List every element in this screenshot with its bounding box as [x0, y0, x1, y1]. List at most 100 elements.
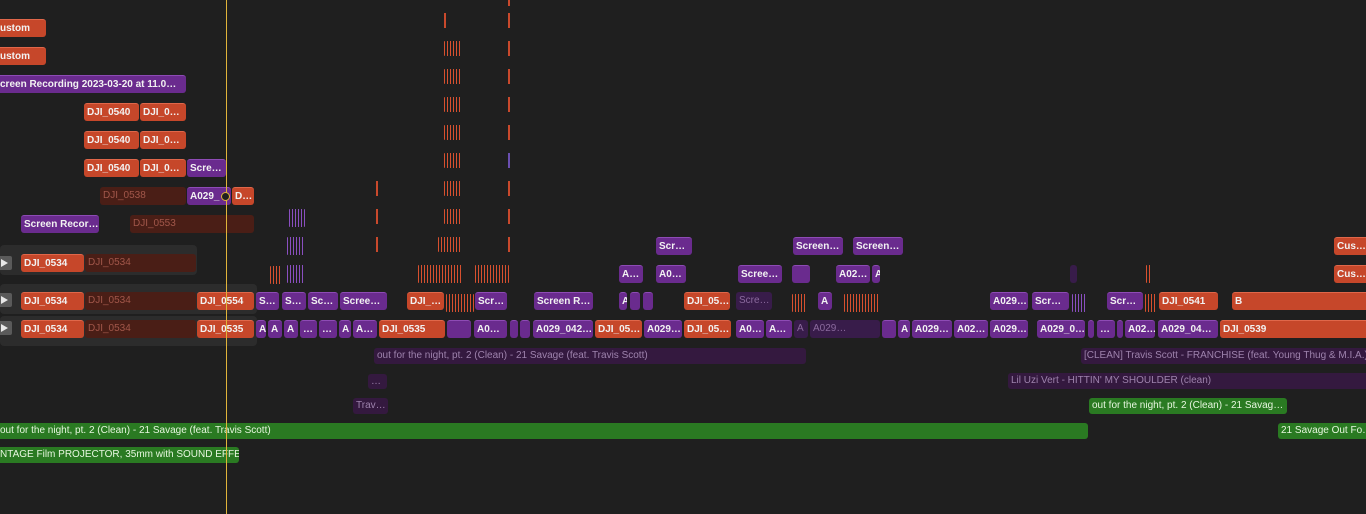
clip-screen-recording[interactable]: Screen…	[853, 237, 903, 255]
audio-clip-small[interactable]: …	[368, 374, 387, 389]
audio-clip-out-for-the-night[interactable]: out for the night, pt. 2 (Clean) - 21 Sa…	[374, 348, 806, 364]
clip-dji-0[interactable]: DJI_0…	[140, 159, 186, 177]
clip-screen-recording[interactable]: Scre…	[187, 159, 226, 177]
playhead-handle-icon[interactable]	[221, 192, 230, 201]
clip-dji[interactable]: DJI_05…	[684, 292, 730, 310]
clip-a029[interactable]: A029_042…	[533, 320, 593, 338]
clip-small[interactable]	[792, 265, 810, 283]
clip-a02[interactable]: A02…	[954, 320, 988, 338]
clip-dji-0553[interactable]: DJI_0553	[130, 215, 254, 233]
clip-dji[interactable]: DJI_…	[407, 292, 444, 310]
clip-a[interactable]: A…	[766, 320, 792, 338]
clip-custom[interactable]: ustom	[0, 19, 46, 37]
clip-a029[interactable]: A029…	[810, 320, 880, 338]
clip-dji-0540[interactable]: DJI_0540	[84, 103, 139, 121]
clip-dji-0[interactable]: DJI_0…	[140, 103, 186, 121]
clip-a029[interactable]: A029…	[912, 320, 952, 338]
clip-sliver[interactable]	[287, 237, 305, 255]
clip-dji-0534[interactable]: DJI_0534	[21, 292, 84, 310]
clip-screen-recording[interactable]: S…	[256, 292, 279, 310]
clip-dji-0535[interactable]: DJI_0535	[379, 320, 445, 338]
clip-dji-0534[interactable]: DJI_0534	[85, 292, 196, 310]
clip-screen-recording[interactable]: Screen R…	[534, 292, 593, 310]
clip-sliver[interactable]	[475, 265, 509, 283]
clip-dji[interactable]: DJI_05…	[684, 320, 731, 338]
clip-sliver[interactable]	[287, 265, 305, 283]
clip-dji[interactable]: DJI_05…	[595, 320, 642, 338]
clip-more[interactable]: …	[300, 320, 317, 338]
clip-a0[interactable]: A0…	[474, 320, 507, 338]
clip-dji-0534[interactable]: DJI_0534	[21, 320, 84, 338]
clip-a[interactable]: A	[268, 320, 282, 338]
clip-dji-0540[interactable]: DJI_0540	[84, 131, 139, 149]
clip-a[interactable]: A…	[353, 320, 377, 338]
clip-sliver[interactable]	[444, 41, 462, 56]
clip-a029[interactable]: A029…	[990, 320, 1028, 338]
audio-clip-film-projector[interactable]: NTAGE Film PROJECTOR, 35mm with SOUND EF…	[0, 447, 239, 463]
clip-screen-recording[interactable]: Screen…	[793, 237, 843, 255]
clip-screen-recording[interactable]: Scr…	[1107, 292, 1143, 310]
clip-a029[interactable]: A029_0…	[1037, 320, 1085, 338]
clip-a[interactable]: A…	[619, 265, 643, 283]
clip-dji[interactable]: D…	[232, 187, 254, 205]
clip-small[interactable]	[630, 292, 640, 310]
clip-small[interactable]	[520, 320, 530, 338]
clip-screen-recording[interactable]: Scree…	[340, 292, 387, 310]
clip-more[interactable]: …	[319, 320, 337, 338]
clip-screen-recording[interactable]: Scr…	[475, 292, 507, 310]
clip-dji-0540[interactable]: DJI_0540	[84, 159, 139, 177]
clip-sliver[interactable]	[444, 97, 462, 112]
clip-more[interactable]: …	[1097, 320, 1115, 338]
clip-dji-0538[interactable]: DJI_0538	[100, 187, 186, 205]
clip-a[interactable]: A	[872, 265, 880, 283]
clip-custom[interactable]: Cus…	[1334, 237, 1366, 255]
clip-sliver[interactable]	[444, 69, 462, 84]
clip-screen-recording[interactable]: creen Recording 2023-03-20 at 11.0…	[0, 75, 186, 93]
expand-toggle-icon[interactable]	[0, 256, 12, 270]
clip-small[interactable]	[1070, 265, 1077, 283]
clip-screen-recording[interactable]: Scre…	[736, 292, 772, 310]
clip-dji-0535[interactable]: DJI_0535	[197, 320, 254, 338]
clip-small[interactable]	[1117, 320, 1123, 338]
expand-toggle-icon[interactable]	[0, 321, 12, 335]
clip-sliver[interactable]	[792, 294, 806, 312]
clip-small[interactable]	[447, 320, 471, 338]
clip-custom[interactable]: Cus…	[1334, 265, 1366, 283]
clip-dji-0534[interactable]: DJI_0534	[85, 254, 196, 272]
audio-clip-hittin-my-shoulder[interactable]: Lil Uzi Vert - HITTIN' MY SHOULDER (clea…	[1008, 373, 1366, 389]
clip-a[interactable]: A	[898, 320, 910, 338]
clip-a0[interactable]: A0…	[736, 320, 764, 338]
clip-sliver[interactable]	[418, 265, 463, 283]
audio-clip-trav[interactable]: Trav…	[353, 398, 388, 414]
clip-dji-0554[interactable]: DJI_0554	[197, 292, 254, 310]
clip-a029[interactable]: A029_	[187, 187, 231, 205]
clip-a[interactable]: A	[339, 320, 351, 338]
clip-sliver[interactable]	[1145, 294, 1157, 312]
clip-a[interactable]: A	[619, 292, 627, 310]
clip-screen-recording[interactable]: Scr…	[656, 237, 692, 255]
clip-screen-recording[interactable]: Screen Recor…	[21, 215, 99, 233]
clip-screen-recording[interactable]: Scree…	[738, 265, 782, 283]
clip-sliver[interactable]	[844, 294, 880, 312]
audio-clip-franchise[interactable]: [CLEAN] Travis Scott - FRANCHISE (feat. …	[1081, 348, 1366, 364]
clip-a[interactable]: A	[818, 292, 832, 310]
clip-sliver[interactable]	[446, 294, 474, 312]
clip-small[interactable]	[510, 320, 518, 338]
audio-clip-21-savage-out-for[interactable]: 21 Savage Out Fo…	[1278, 423, 1366, 439]
clip-sliver[interactable]	[270, 266, 282, 284]
clip-small[interactable]	[882, 320, 896, 338]
clip-dji-0534[interactable]: DJI_0534	[21, 254, 84, 272]
clip-a[interactable]: A	[256, 320, 266, 338]
clip-sliver[interactable]	[438, 237, 462, 252]
clip-a02[interactable]: A02…	[836, 265, 870, 283]
clip-sliver[interactable]	[1146, 265, 1152, 283]
clip-a029[interactable]: A029…	[990, 292, 1028, 310]
expand-toggle-icon[interactable]	[0, 293, 12, 307]
playhead[interactable]	[226, 0, 227, 514]
clip-a02[interactable]: A02…	[1125, 320, 1155, 338]
clip-screen-recording[interactable]: Scr…	[1032, 292, 1069, 310]
clip-small[interactable]	[643, 292, 653, 310]
clip-sliver[interactable]	[444, 153, 462, 168]
clip-a0[interactable]: A0…	[656, 265, 686, 283]
